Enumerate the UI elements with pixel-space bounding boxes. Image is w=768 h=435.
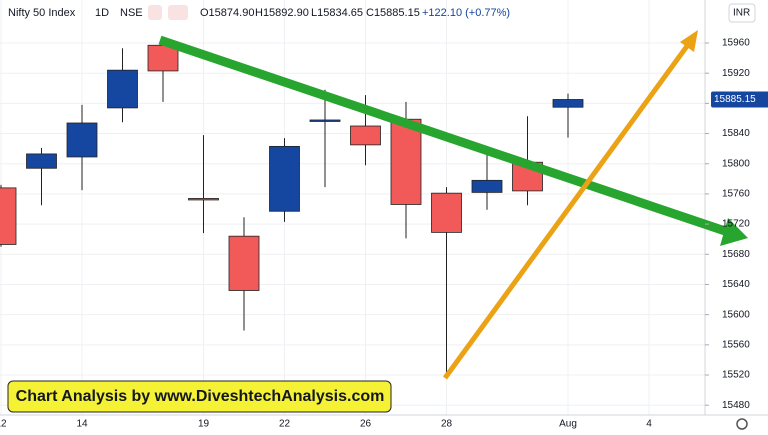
y-tick-label: 15480 bbox=[722, 400, 750, 411]
y-tick-label: 15800 bbox=[722, 158, 750, 169]
symbol[interactable]: Nifty 50 Index bbox=[8, 7, 76, 19]
y-tick-label: 15600 bbox=[722, 309, 750, 320]
candle-body bbox=[147, 44, 179, 72]
x-tick-label: 14 bbox=[76, 419, 88, 430]
banner-box bbox=[7, 380, 392, 413]
interval[interactable]: 1D bbox=[95, 7, 109, 19]
status-icon bbox=[168, 5, 188, 20]
banner-text: Chart Analysis by www.DiveshtechAnalysis… bbox=[16, 388, 385, 405]
candle-body bbox=[309, 119, 341, 122]
candle-body bbox=[107, 69, 138, 109]
candle-body bbox=[26, 153, 57, 169]
x-tick-label: 19 bbox=[198, 419, 210, 430]
y-tick-label: 15520 bbox=[722, 370, 750, 381]
header: Nifty 50 Index 1D NSE O15874.90 H15892.9… bbox=[8, 5, 510, 20]
y-tick-label: 15840 bbox=[722, 128, 750, 139]
candle-body bbox=[188, 198, 219, 201]
candle-body bbox=[552, 99, 584, 108]
candle-body bbox=[0, 187, 17, 245]
status-icon bbox=[148, 5, 162, 20]
x-tick-label: 22 bbox=[279, 419, 291, 430]
last-price-label: 15885.15 bbox=[714, 94, 756, 105]
x-tick-label: 12 bbox=[0, 419, 7, 430]
y-tick-label: 15760 bbox=[722, 189, 750, 200]
x-tick-label: 26 bbox=[360, 419, 372, 430]
candle-body bbox=[350, 125, 381, 146]
x-tick-label: 28 bbox=[441, 419, 453, 430]
currency-label: INR bbox=[733, 8, 750, 19]
y-tick-label: 15720 bbox=[722, 219, 750, 230]
currency-button[interactable] bbox=[728, 3, 756, 23]
y-tick-label: 15640 bbox=[722, 279, 750, 290]
last-price-box bbox=[711, 91, 768, 108]
low-value: L15834.65 bbox=[311, 7, 363, 19]
y-tick-label: 15560 bbox=[722, 339, 750, 350]
candle-body bbox=[431, 192, 462, 233]
candle-body bbox=[66, 122, 98, 158]
candle-body bbox=[269, 145, 300, 212]
settings-icon[interactable] bbox=[736, 418, 748, 430]
close-value: C15885.15 bbox=[366, 7, 420, 19]
high-value: H15892.90 bbox=[255, 7, 309, 19]
candle-body bbox=[471, 179, 503, 193]
green-arrow bbox=[158, 35, 748, 246]
exchange[interactable]: NSE bbox=[120, 7, 143, 19]
orange-arrow bbox=[442, 30, 698, 380]
y-tick-label: 15960 bbox=[722, 38, 750, 49]
open-value: O15874.90 bbox=[200, 7, 254, 19]
x-tick-label: Aug bbox=[559, 419, 577, 430]
candle-body bbox=[390, 118, 422, 205]
y-tick-label: 15920 bbox=[722, 68, 750, 79]
x-tick-label: 4 bbox=[646, 419, 652, 430]
change-value: +122.10 (+0.77%) bbox=[422, 7, 510, 19]
plot-area bbox=[0, 0, 705, 415]
y-tick-label: 15680 bbox=[722, 249, 750, 260]
candle-body bbox=[228, 235, 260, 291]
